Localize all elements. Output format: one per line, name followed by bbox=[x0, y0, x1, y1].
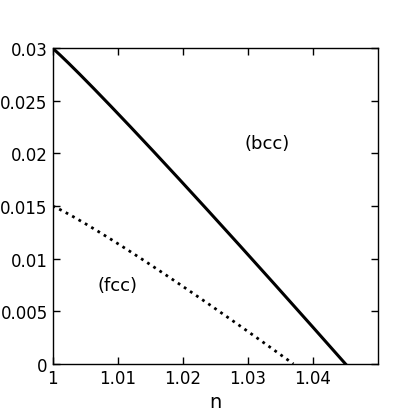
$e_{AA}$=0.5 bbox=[285, 357, 290, 362]
$e_{AA}$=1.0 bbox=[290, 302, 295, 307]
Text: (bcc): (bcc) bbox=[245, 135, 290, 153]
$e_{AA}$=0.5 bbox=[164, 274, 169, 279]
$e_{AA}$=1.0 bbox=[224, 229, 229, 234]
$e_{AA}$=1.0 bbox=[336, 354, 341, 359]
Line: $e_{AA}$=0.5: $e_{AA}$=0.5 bbox=[52, 207, 293, 364]
Text: (fcc): (fcc) bbox=[97, 276, 138, 294]
$e_{AA}$=1.0 bbox=[208, 212, 213, 217]
$e_{AA}$=1.0 bbox=[50, 47, 55, 52]
$e_{AA}$=0.5 bbox=[247, 330, 252, 335]
$e_{AA}$=0.5 bbox=[291, 362, 296, 366]
X-axis label: n: n bbox=[209, 392, 221, 409]
$e_{AA}$=0.5 bbox=[193, 293, 198, 298]
$e_{AA}$=1.0 bbox=[189, 191, 194, 196]
$e_{AA}$=1.0 bbox=[191, 193, 196, 198]
$e_{AA}$=0.5 bbox=[166, 274, 171, 279]
$e_{AA}$=0.5 bbox=[180, 284, 185, 289]
$e_{AA}$=0.5 bbox=[50, 204, 55, 209]
$e_{AA}$=1.0 bbox=[343, 362, 348, 366]
Line: $e_{AA}$=1.0: $e_{AA}$=1.0 bbox=[52, 49, 345, 364]
